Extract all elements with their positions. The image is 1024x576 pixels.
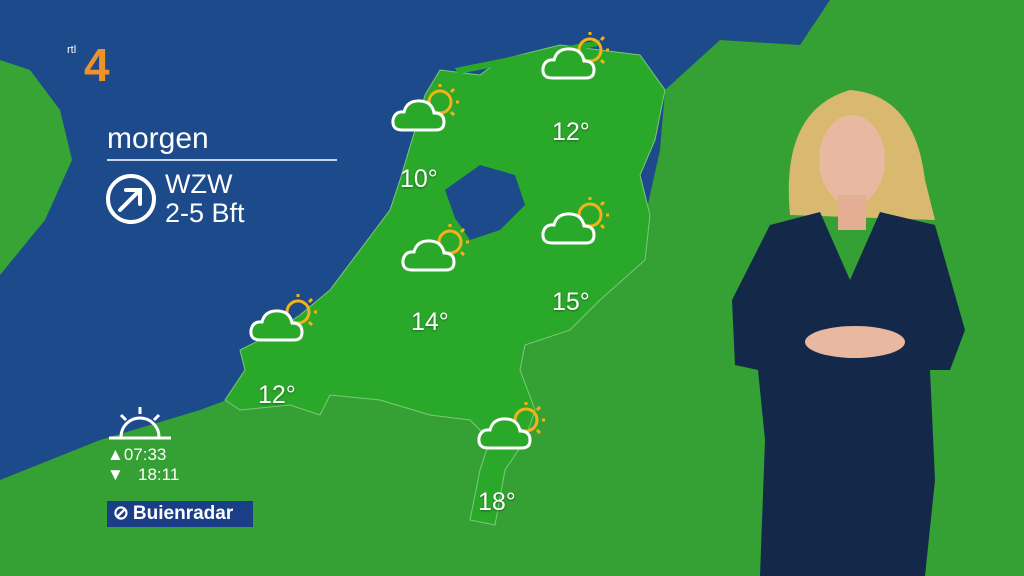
arrow-circle-northeast-icon bbox=[106, 174, 156, 224]
temp-overijssel: 15° bbox=[552, 288, 590, 316]
partly-cloudy-icon bbox=[476, 400, 556, 461]
sunset-row: ▼ 18:11 bbox=[107, 465, 179, 485]
presenter bbox=[732, 90, 965, 576]
channel-logo-number: 4 bbox=[84, 39, 110, 91]
divider bbox=[107, 159, 337, 161]
temp-utrecht: 14° bbox=[411, 308, 449, 336]
buienradar-logo-icon: ⊘ bbox=[113, 503, 129, 524]
partly-cloudy-icon bbox=[390, 82, 470, 143]
temp-groningen: 12° bbox=[552, 118, 590, 146]
temp-limburg: 18° bbox=[478, 488, 516, 516]
up-triangle-icon: ▲ bbox=[107, 445, 124, 464]
land-england bbox=[0, 60, 72, 275]
partly-cloudy-icon bbox=[540, 30, 620, 91]
lake-ijsselmeer bbox=[445, 165, 525, 240]
partly-cloudy-icon bbox=[248, 292, 328, 353]
wind-info: WZW 2-5 Bft bbox=[165, 170, 245, 228]
wind-direction: WZW bbox=[165, 169, 233, 199]
sunrise-row: ▲07:33 bbox=[107, 445, 166, 465]
sunrise-time: 07:33 bbox=[123, 445, 167, 464]
buienradar-badge: ⊘ Buienradar bbox=[107, 501, 253, 527]
partly-cloudy-icon bbox=[400, 222, 480, 283]
temp-noord-holland: 10° bbox=[400, 165, 438, 193]
temp-zeeland: 12° bbox=[258, 381, 296, 409]
down-triangle-icon: ▼ bbox=[107, 465, 124, 484]
channel-logo: rtl bbox=[67, 44, 77, 56]
sunset-time: 18:11 bbox=[138, 465, 180, 484]
sponsor-name: Buienradar bbox=[132, 503, 234, 524]
sunrise-icon bbox=[109, 407, 171, 440]
forecast-day-title: morgen bbox=[107, 122, 209, 155]
partly-cloudy-icon bbox=[540, 195, 620, 256]
wind-strength: 2-5 Bft bbox=[165, 198, 245, 228]
